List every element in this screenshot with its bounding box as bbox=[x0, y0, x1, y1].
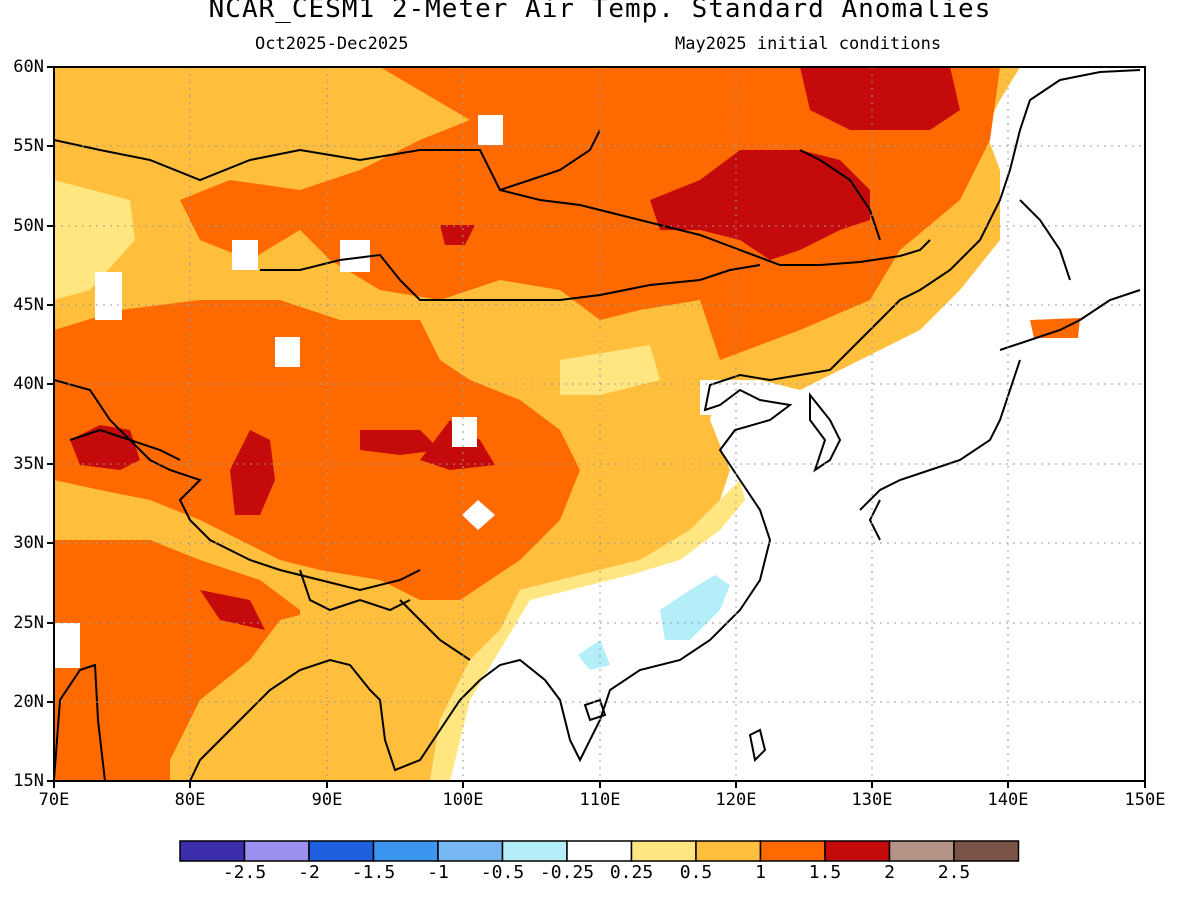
lon-tick-label: 100E bbox=[442, 790, 484, 810]
lon-tick-label: 70E bbox=[38, 790, 70, 810]
legend-label: 2.5 bbox=[937, 862, 971, 883]
axis-ticks bbox=[47, 66, 1146, 788]
lon-tick-label: 90E bbox=[311, 790, 343, 810]
forecast-period: Oct2025-Dec2025 bbox=[255, 34, 409, 54]
lat-tick-label: 20N bbox=[13, 692, 44, 712]
lat-tick-label: 15N bbox=[13, 771, 44, 791]
legend-label: 2 bbox=[884, 862, 895, 883]
lon-tick-label: 110E bbox=[579, 790, 621, 810]
lat-tick-label: 25N bbox=[13, 613, 44, 633]
legend-label: -0.5 bbox=[480, 862, 525, 883]
legend-label: 0.25 bbox=[609, 862, 654, 883]
lat-tick-label: 30N bbox=[13, 533, 44, 553]
lat-tick-label: 35N bbox=[13, 454, 44, 474]
legend-label: 1 bbox=[755, 862, 766, 883]
legend-label: 0.5 bbox=[679, 862, 713, 883]
legend-label: 1.5 bbox=[808, 862, 842, 883]
legend-label: -2 bbox=[298, 862, 320, 883]
lat-tick-label: 50N bbox=[13, 216, 44, 236]
legend-label: -1 bbox=[427, 862, 449, 883]
legend-label: -0.25 bbox=[539, 862, 595, 883]
coastlines bbox=[54, 69, 1141, 781]
gridlines bbox=[54, 67, 1145, 781]
lat-tick-label: 60N bbox=[13, 57, 44, 77]
legend-label: -2.5 bbox=[222, 862, 267, 883]
lon-tick-label: 130E bbox=[851, 790, 893, 810]
anomaly-field bbox=[54, 67, 1145, 781]
lat-tick-label: 45N bbox=[13, 295, 44, 315]
initial-conditions: May2025 initial conditions bbox=[675, 34, 942, 54]
legend-label: -1.5 bbox=[351, 862, 396, 883]
lat-tick-label: 55N bbox=[13, 136, 44, 156]
lon-tick-label: 140E bbox=[987, 790, 1029, 810]
map-title: NCAR_CESM1 2-Meter Air Temp. Standard An… bbox=[208, 0, 992, 24]
lon-tick-label: 80E bbox=[174, 790, 206, 810]
lat-tick-label: 40N bbox=[13, 374, 44, 394]
lon-tick-label: 120E bbox=[715, 790, 757, 810]
lon-tick-label: 150E bbox=[1124, 790, 1166, 810]
